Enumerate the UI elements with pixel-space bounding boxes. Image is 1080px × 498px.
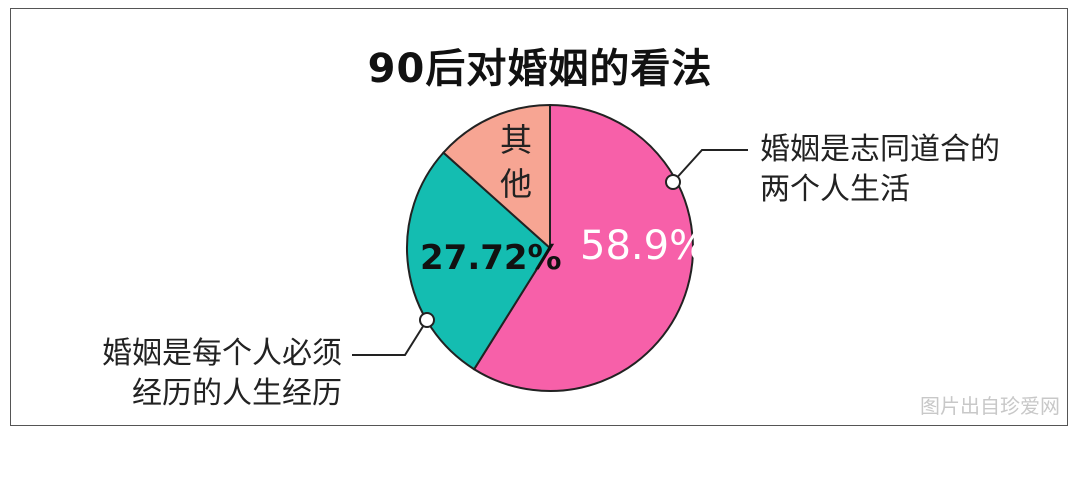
callout-dot-pink: [665, 174, 681, 190]
callout-line2: 两个人生活: [760, 172, 910, 207]
value-label-pink: 58.9%: [580, 223, 708, 269]
chart-frame: [10, 8, 1068, 426]
callout-line1: 婚姻是志同道合的: [760, 132, 1000, 167]
callout-line-pink: [672, 149, 748, 183]
slice-label-other: 其他: [500, 121, 533, 203]
callout-label-teal: 婚姻是每个人必须 经历的人生经历: [60, 334, 342, 414]
pie-slice-0: [472, 103, 694, 392]
watermark: 图片出自珍爱网: [920, 394, 1060, 418]
pie-slice-2: [442, 103, 551, 251]
callout-line2: 经历的人生经历: [132, 376, 342, 411]
callout-dot-teal: [419, 312, 435, 328]
callout-line-teal: [352, 319, 428, 356]
chart-title: 90后对婚姻的看法: [367, 46, 713, 92]
pie-slice-1: [406, 151, 552, 371]
callout-label-pink: 婚姻是志同道合的 两个人生活: [760, 130, 1000, 210]
value-label-teal: 27.72%: [420, 238, 562, 278]
callout-line1: 婚姻是每个人必须: [102, 336, 342, 371]
